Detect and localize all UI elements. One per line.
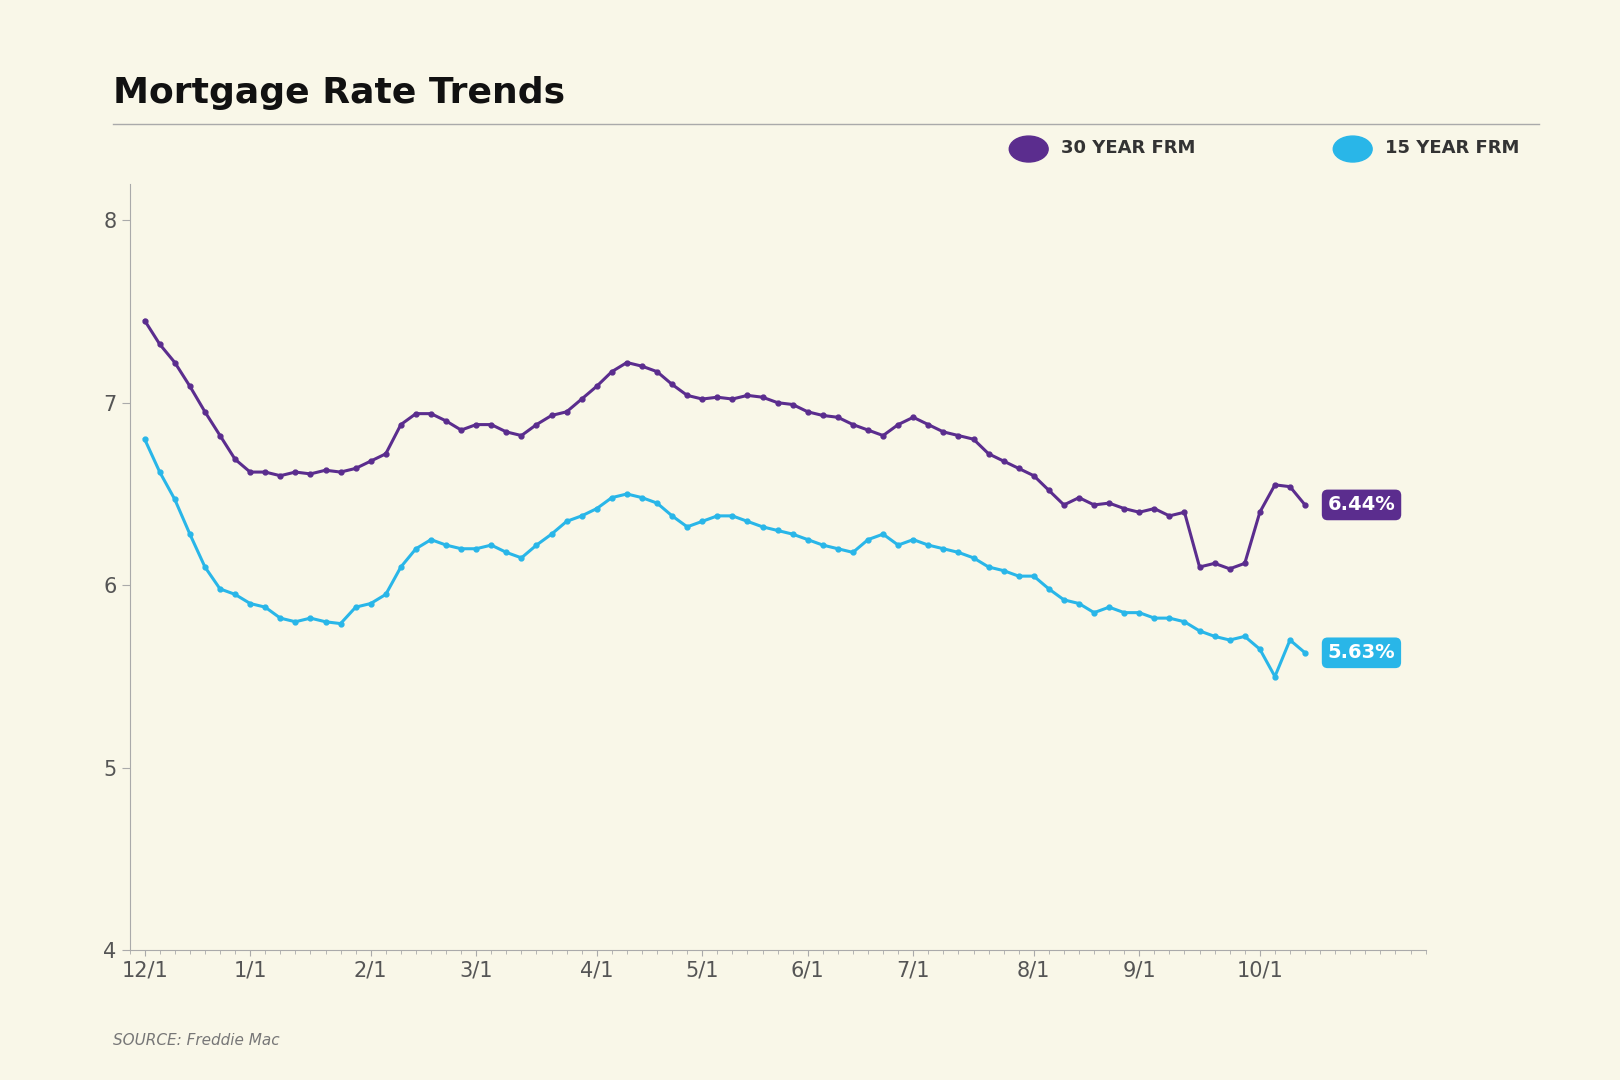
Text: 30 YEAR FRM: 30 YEAR FRM (1061, 138, 1196, 157)
Text: SOURCE: Freddie Mac: SOURCE: Freddie Mac (113, 1032, 280, 1048)
Text: 6.44%: 6.44% (1328, 496, 1395, 514)
Text: 5.63%: 5.63% (1328, 644, 1395, 662)
Text: Mortgage Rate Trends: Mortgage Rate Trends (113, 76, 565, 109)
Text: 15 YEAR FRM: 15 YEAR FRM (1385, 138, 1520, 157)
